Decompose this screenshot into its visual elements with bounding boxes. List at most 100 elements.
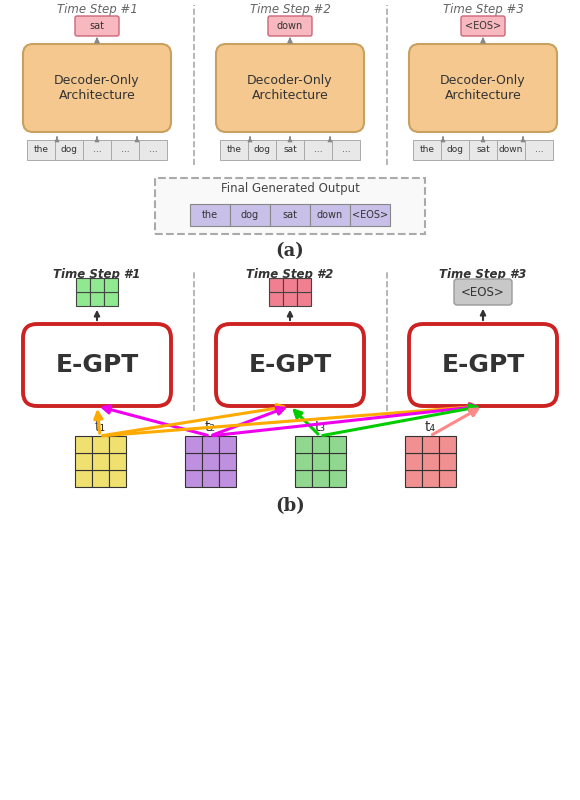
- Bar: [219, 470, 235, 487]
- Bar: [270, 204, 310, 226]
- Bar: [92, 453, 108, 470]
- Bar: [422, 436, 438, 453]
- Text: <EOS>: <EOS>: [465, 21, 501, 31]
- Text: Time Step #2: Time Step #2: [249, 3, 331, 16]
- Text: sat: sat: [283, 146, 297, 154]
- Bar: [201, 453, 219, 470]
- Bar: [108, 436, 125, 453]
- Bar: [295, 453, 311, 470]
- Text: ...: ...: [342, 146, 350, 154]
- FancyBboxPatch shape: [23, 44, 171, 132]
- Bar: [269, 292, 283, 306]
- Bar: [438, 436, 455, 453]
- Bar: [83, 140, 111, 160]
- Bar: [184, 453, 201, 470]
- Bar: [27, 140, 55, 160]
- FancyBboxPatch shape: [155, 178, 425, 234]
- Text: <EOS>: <EOS>: [461, 286, 505, 298]
- Bar: [304, 140, 332, 160]
- Bar: [311, 453, 328, 470]
- Text: (b): (b): [275, 497, 305, 515]
- Bar: [328, 470, 346, 487]
- Bar: [297, 292, 311, 306]
- Bar: [201, 470, 219, 487]
- Bar: [190, 204, 230, 226]
- Bar: [76, 278, 90, 292]
- FancyBboxPatch shape: [268, 16, 312, 36]
- Text: E-GPT: E-GPT: [55, 353, 139, 377]
- Bar: [525, 140, 553, 160]
- Text: Decoder-Only
Architecture: Decoder-Only Architecture: [247, 74, 333, 102]
- Bar: [76, 292, 90, 306]
- Bar: [230, 204, 270, 226]
- Bar: [90, 278, 104, 292]
- Bar: [413, 140, 441, 160]
- Text: sat: sat: [89, 21, 104, 31]
- Text: t₁: t₁: [95, 420, 106, 434]
- Text: t₂: t₂: [205, 420, 216, 434]
- Text: down: down: [499, 146, 523, 154]
- FancyBboxPatch shape: [409, 324, 557, 406]
- Text: Time Step #3: Time Step #3: [443, 3, 523, 16]
- Bar: [74, 453, 92, 470]
- Bar: [283, 278, 297, 292]
- Bar: [104, 278, 118, 292]
- Bar: [404, 470, 422, 487]
- Bar: [108, 470, 125, 487]
- Text: (a): (a): [276, 242, 304, 260]
- Text: Time Step #2: Time Step #2: [246, 268, 334, 281]
- Text: Time Step #3: Time Step #3: [440, 268, 527, 281]
- Text: the: the: [227, 146, 241, 154]
- Bar: [283, 292, 297, 306]
- Bar: [184, 436, 201, 453]
- Bar: [74, 436, 92, 453]
- Bar: [201, 436, 219, 453]
- Bar: [438, 453, 455, 470]
- Text: <EOS>: <EOS>: [352, 210, 388, 220]
- Bar: [328, 436, 346, 453]
- Text: sat: sat: [282, 210, 298, 220]
- Text: t₄: t₄: [425, 420, 436, 434]
- Text: down: down: [317, 210, 343, 220]
- Text: Decoder-Only
Architecture: Decoder-Only Architecture: [440, 74, 526, 102]
- Bar: [295, 470, 311, 487]
- Text: E-GPT: E-GPT: [441, 353, 525, 377]
- Bar: [269, 278, 283, 292]
- FancyBboxPatch shape: [216, 44, 364, 132]
- Text: ...: ...: [148, 146, 157, 154]
- Bar: [404, 436, 422, 453]
- Text: Time Step #1: Time Step #1: [53, 268, 140, 281]
- FancyBboxPatch shape: [454, 279, 512, 305]
- Text: Time Step #1: Time Step #1: [57, 3, 137, 16]
- Bar: [74, 470, 92, 487]
- Bar: [422, 453, 438, 470]
- Text: dog: dog: [447, 146, 463, 154]
- Bar: [469, 140, 497, 160]
- Bar: [139, 140, 167, 160]
- Bar: [297, 278, 311, 292]
- FancyBboxPatch shape: [461, 16, 505, 36]
- Bar: [219, 436, 235, 453]
- FancyBboxPatch shape: [216, 324, 364, 406]
- Bar: [311, 470, 328, 487]
- Text: ...: ...: [121, 146, 129, 154]
- Text: ...: ...: [314, 146, 322, 154]
- Bar: [92, 436, 108, 453]
- Bar: [276, 140, 304, 160]
- Bar: [55, 140, 83, 160]
- Text: ...: ...: [535, 146, 543, 154]
- Bar: [295, 436, 311, 453]
- Bar: [350, 204, 390, 226]
- Text: dog: dog: [60, 146, 78, 154]
- Text: ...: ...: [93, 146, 101, 154]
- Bar: [108, 453, 125, 470]
- FancyBboxPatch shape: [409, 44, 557, 132]
- Text: the: the: [419, 146, 434, 154]
- Bar: [311, 436, 328, 453]
- Bar: [90, 292, 104, 306]
- Text: t₃: t₃: [314, 420, 325, 434]
- Bar: [422, 470, 438, 487]
- Bar: [332, 140, 360, 160]
- Bar: [220, 140, 248, 160]
- Text: the: the: [34, 146, 49, 154]
